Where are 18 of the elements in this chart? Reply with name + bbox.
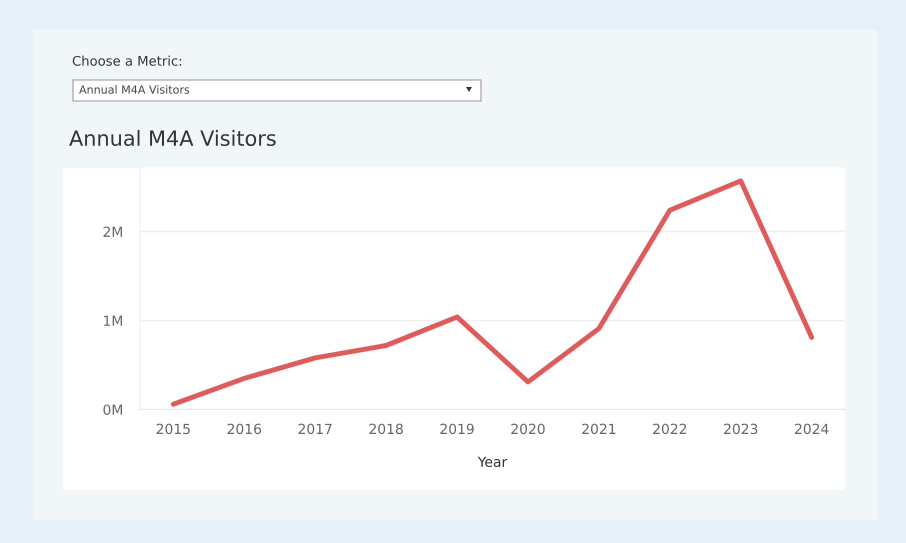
- x-tick-label: 2016: [228, 424, 262, 434]
- x-tick-label: 2018: [369, 424, 403, 434]
- y-tick-label: 2M: [104, 226, 122, 237]
- x-tick-label: 2023: [724, 424, 758, 434]
- text: Choose a Metric:: [72, 56, 182, 66]
- chart-title: Annual M4A Visitors: [69, 130, 276, 146]
- x-tick-label: 2024: [795, 424, 829, 434]
- y-tick-label: 1M: [104, 316, 122, 326]
- x-tick-label: 2015: [156, 424, 190, 434]
- x-tick-label: 2019: [440, 424, 474, 434]
- y-tick-label: 0M: [103, 404, 122, 415]
- x-tick-label: 2017: [298, 424, 332, 434]
- x-axis-title: Year: [478, 456, 508, 468]
- x-tick-label: 2020: [511, 424, 545, 434]
- text: Annual M4A Visitors: [79, 85, 190, 94]
- x-tick-label: 2021: [582, 424, 616, 434]
- x-tick-label: 2022: [653, 424, 686, 434]
- line-series: [170, 178, 814, 407]
